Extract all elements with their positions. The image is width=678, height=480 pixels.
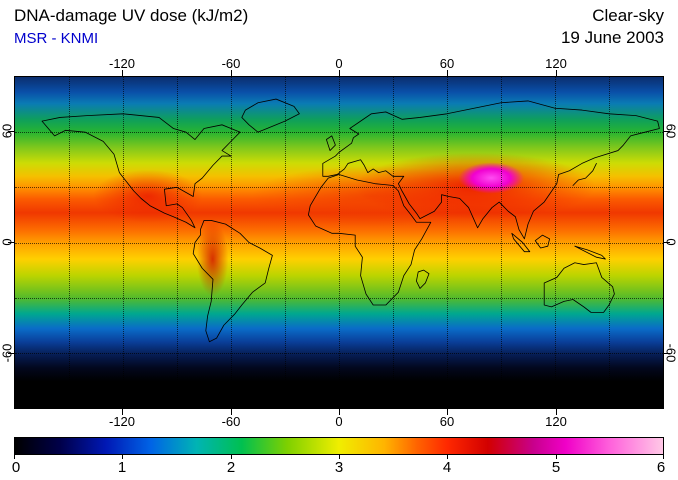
tick-mark [339,409,340,415]
date-label: 19 June 2003 [560,28,664,47]
colorbar-tick-label: 0 [11,459,21,476]
tick-mark [122,70,123,76]
coastline-greenland [241,98,300,133]
gridline-horizontal [15,242,663,244]
lon-tick-label: -60 [221,56,241,71]
colorbar-tick [122,455,123,459]
gridline-horizontal [15,187,663,189]
lon-tick-label: 120 [545,414,567,429]
colorbar-tick-label: 2 [226,459,236,476]
sky-condition-label: Clear-sky [592,6,664,25]
coastline-japan [572,163,597,186]
tick-mark [664,242,670,243]
gridline-horizontal [15,352,663,354]
lon-tick-label: -60 [221,414,241,429]
tick-mark [447,70,448,76]
tick-mark [8,131,14,132]
lon-tick-label: 0 [335,56,343,71]
coastline-north-america [41,113,241,229]
colorbar-tick-label: 5 [551,459,561,476]
tick-mark [8,242,14,243]
colorbar-tick-label: 6 [656,459,666,476]
tick-mark [231,70,232,76]
coastline-new-guinea [574,245,606,260]
tick-mark [556,70,557,76]
tick-mark [339,70,340,76]
coastline-africa [307,174,432,306]
tick-mark [231,409,232,415]
lon-tick-label: 60 [439,414,455,429]
gridline-horizontal [15,132,663,134]
tick-mark [664,353,670,354]
colorbar-tick-label: 4 [442,459,452,476]
tick-mark [8,353,14,354]
lon-tick-label: 60 [439,56,455,71]
lon-tick-label: -120 [108,414,136,429]
colorbar-tick [556,455,557,459]
world-uv-map [14,76,664,409]
colorbar-tick-label: 3 [334,459,344,476]
colorbar-tick-label: 1 [117,459,127,476]
coastline-australia [543,262,615,313]
page-title: DNA-damage UV dose (kJ/m2) [14,6,249,25]
coastline-sumatra [511,232,531,253]
colorbar-tick [339,455,340,459]
colorbar-tick [14,455,15,459]
tick-mark [447,409,448,415]
coastline-south-america [192,220,273,343]
coastline-british-isles [325,135,336,151]
lon-tick-label: 120 [545,56,567,71]
colorbar-tick [231,455,232,459]
lon-tick-label: 0 [335,414,343,429]
lon-tick-label: -120 [108,56,136,71]
tick-mark [664,131,670,132]
colorbar-tick [663,455,664,459]
gridline-horizontal [15,297,663,299]
colorbar [14,437,664,455]
colorbar-tick [447,455,448,459]
tick-mark [556,409,557,415]
source-label: MSR - KNMI [14,30,99,47]
coastline-madagascar [415,269,430,289]
tick-mark [122,409,123,415]
